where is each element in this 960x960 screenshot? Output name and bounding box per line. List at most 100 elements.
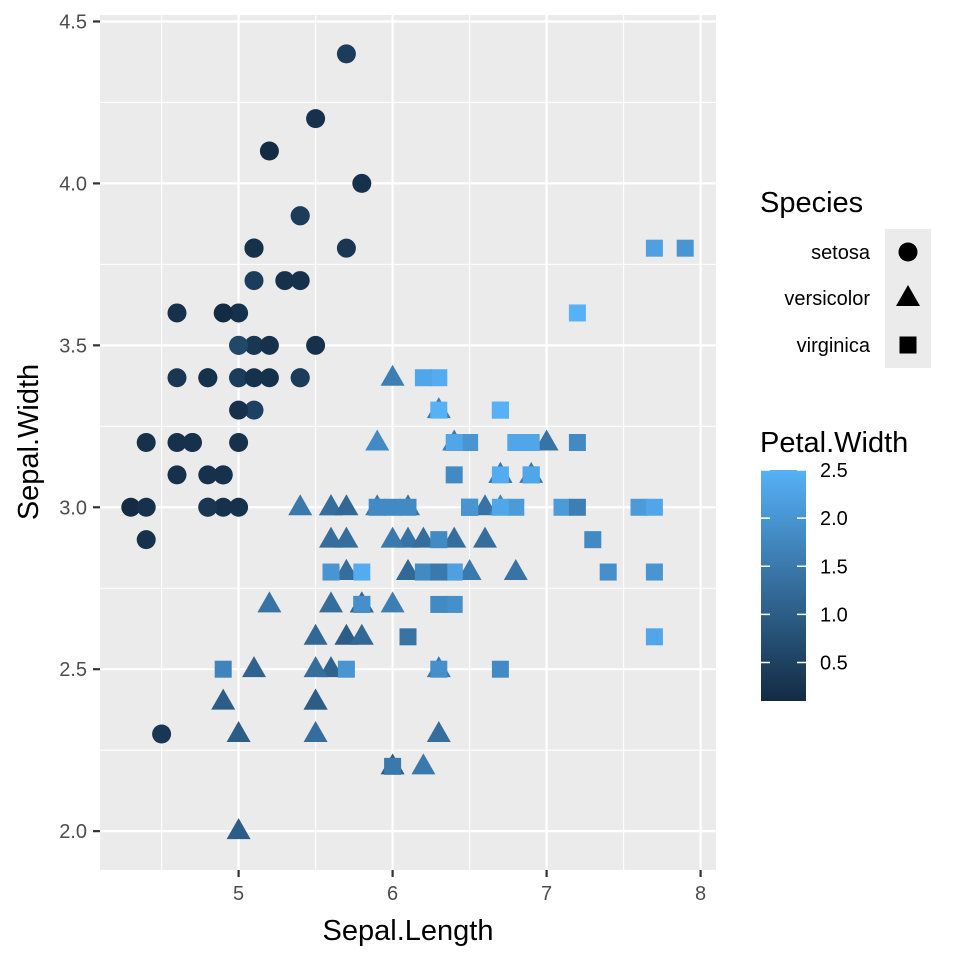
virginica-point <box>645 498 663 516</box>
setosa-point <box>244 271 264 291</box>
virginica-point <box>461 498 479 516</box>
setosa-point <box>244 368 264 388</box>
virginica-point <box>430 563 448 581</box>
virginica-point <box>353 563 371 581</box>
virginica-point <box>445 434 463 451</box>
versicolor-point <box>365 429 390 451</box>
virginica-point <box>584 531 602 549</box>
versicolor-point <box>226 818 251 840</box>
setosa-point <box>229 497 249 517</box>
virginica-point <box>568 498 586 516</box>
virginica-point <box>430 660 448 678</box>
setosa-point <box>167 303 187 323</box>
virginica-point <box>568 434 586 451</box>
versicolor-point <box>319 526 343 548</box>
virginica-point <box>430 369 448 387</box>
species-legend: Species setosa versicolor virginica <box>760 187 931 368</box>
y-axis-title: Sepal.Width <box>13 364 45 520</box>
colorbar-label: 2.0 <box>820 508 848 530</box>
setosa-point <box>352 173 372 193</box>
setosa-point <box>198 368 218 388</box>
versicolor-point <box>380 364 405 386</box>
virginica-point <box>553 498 571 516</box>
versicolor-point <box>334 526 359 548</box>
virginica-point <box>414 563 432 581</box>
virginica-point <box>430 531 448 549</box>
virginica-point <box>491 498 509 516</box>
virginica-point <box>414 369 432 387</box>
setosa-point <box>136 530 156 550</box>
versicolor-point <box>473 494 497 516</box>
setosa-point <box>244 400 264 420</box>
y-tick-label: 3.0 <box>59 497 87 519</box>
setosa-point <box>229 400 249 420</box>
versicolor-point <box>457 559 482 581</box>
colorbar-label: 2.5 <box>820 460 848 482</box>
setosa-point <box>259 141 279 161</box>
setosa-point <box>229 335 249 355</box>
versicolor-point <box>319 494 343 516</box>
species-legend-label-versicolor: versicolor <box>784 288 870 310</box>
species-legend-key-virginica <box>899 336 917 354</box>
species-legend-title: Species <box>760 187 863 219</box>
versicolor-point <box>288 494 313 516</box>
virginica-point <box>430 595 448 613</box>
setosa-point <box>229 368 249 388</box>
setosa-point <box>290 206 310 226</box>
versicolor-point <box>319 656 343 678</box>
virginica-point <box>445 595 463 613</box>
versicolor-point <box>426 720 451 742</box>
plot-panel <box>100 15 716 870</box>
y-tick-label: 4.0 <box>59 173 87 195</box>
setosa-point <box>182 433 202 452</box>
setosa-point <box>306 335 326 355</box>
setosa-point <box>198 465 218 485</box>
virginica-point <box>676 239 694 257</box>
virginica-point <box>430 401 448 419</box>
virginica-point <box>368 498 386 516</box>
axes: 5 6 7 8 2.0 2.5 3.0 3.5 4.0 4.5 <box>59 11 706 905</box>
virginica-point <box>491 401 509 419</box>
setosa-point <box>275 271 295 291</box>
versicolor-point <box>349 623 374 645</box>
species-legend-label-virginica: virginica <box>797 335 871 357</box>
versicolor-point <box>303 623 328 645</box>
species-legend-key-setosa <box>898 242 918 262</box>
setosa-point <box>306 109 326 129</box>
virginica-point <box>491 660 509 678</box>
x-axis-title: Sepal.Length <box>323 915 494 947</box>
virginica-point <box>399 498 417 516</box>
setosa-point <box>244 238 264 258</box>
data-points <box>121 44 694 840</box>
setosa-point <box>213 497 233 517</box>
versicolor-point <box>473 526 497 548</box>
setosa-point <box>259 335 279 355</box>
setosa-point <box>136 497 156 517</box>
setosa-point <box>167 465 187 485</box>
versicolor-point <box>334 623 359 645</box>
versicolor-point <box>334 559 359 581</box>
setosa-point <box>167 368 187 388</box>
virginica-point <box>645 563 663 581</box>
x-tick-label: 6 <box>387 883 398 905</box>
versicolor-point <box>396 526 420 548</box>
setosa-point <box>336 44 356 64</box>
setosa-point <box>198 497 218 517</box>
setosa-point <box>336 238 356 258</box>
versicolor-point <box>242 656 266 678</box>
virginica-point <box>599 563 617 581</box>
y-tick-label: 4.5 <box>59 11 87 33</box>
x-tick-label: 5 <box>233 883 244 905</box>
versicolor-point <box>411 526 436 548</box>
species-legend-key-versicolor <box>896 284 920 306</box>
petal-width-legend: Petal.Width 0.5 1.0 1.5 2.0 2.5 <box>760 427 908 701</box>
versicolor-point <box>503 559 528 581</box>
versicolor-point <box>319 591 343 613</box>
virginica-point <box>399 628 417 646</box>
y-tick-label: 2.5 <box>59 659 87 681</box>
setosa-point <box>167 433 187 452</box>
virginica-point <box>384 757 402 775</box>
virginica-point <box>507 498 525 516</box>
versicolor-point <box>257 591 282 613</box>
virginica-point <box>645 239 663 257</box>
